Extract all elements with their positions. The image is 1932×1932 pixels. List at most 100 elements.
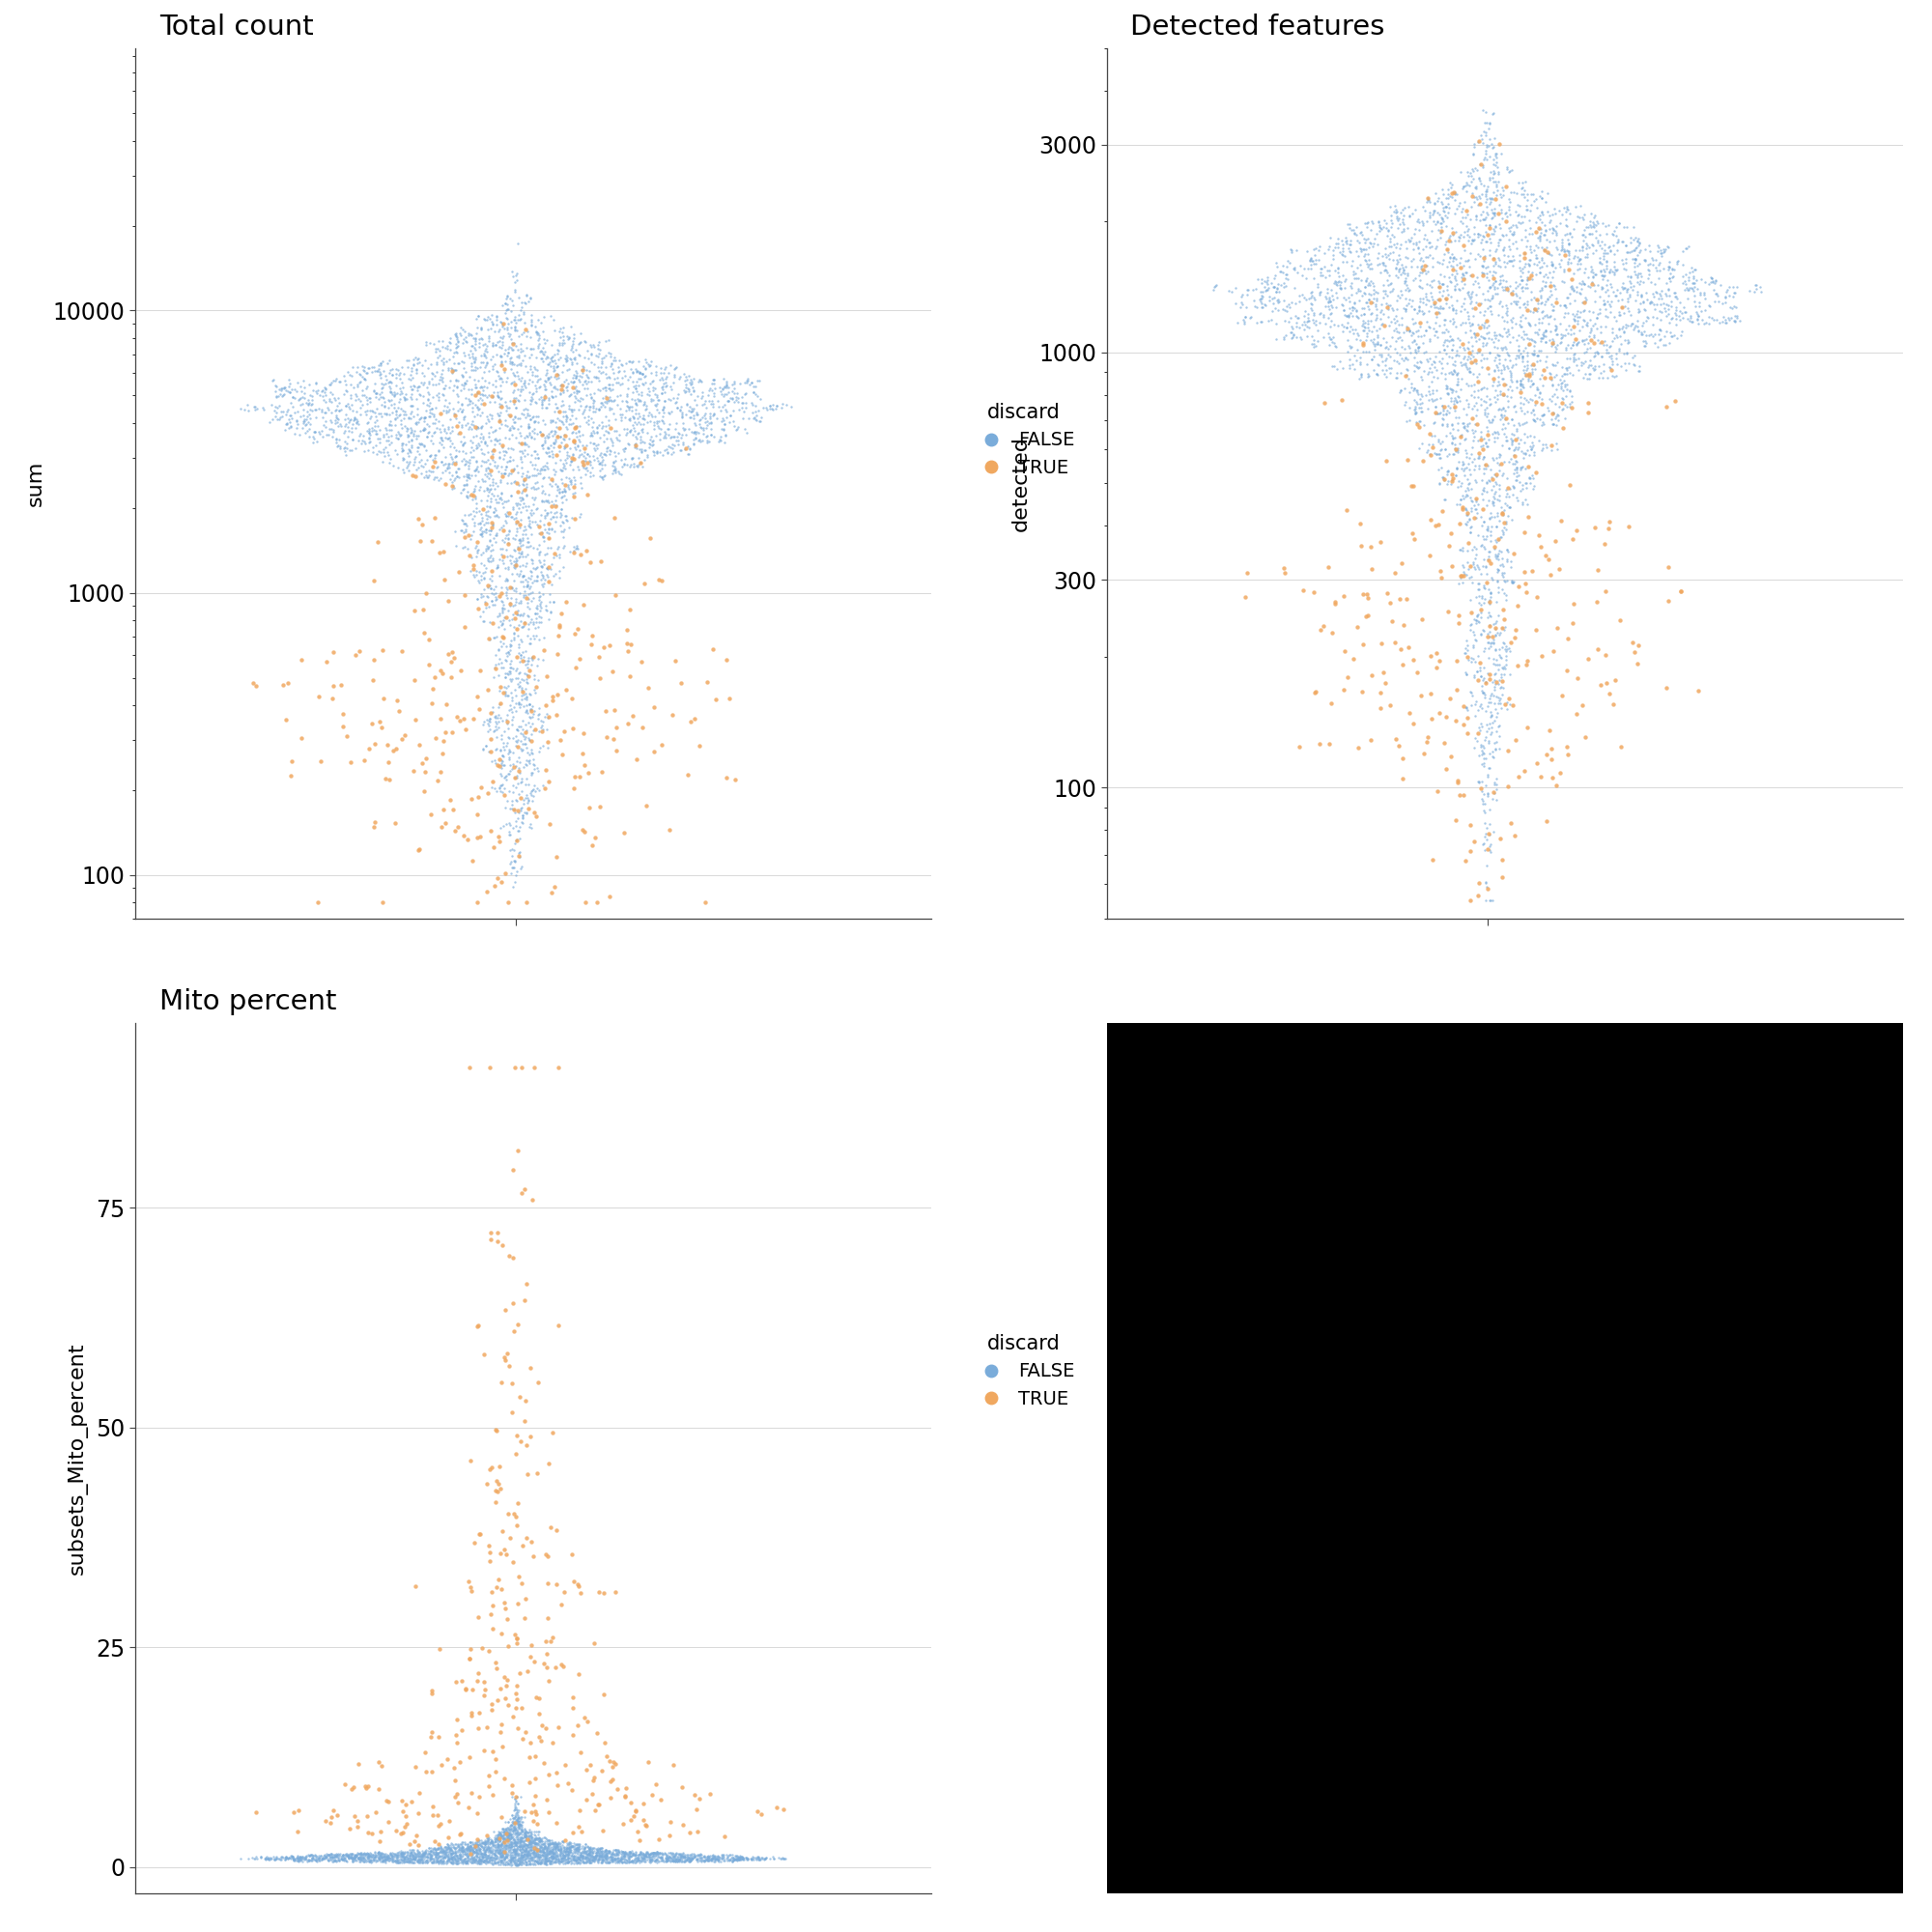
Point	[643, 1837, 674, 1868]
Point	[1551, 352, 1582, 383]
Point	[514, 624, 545, 655]
Point	[545, 369, 576, 400]
Point	[526, 1826, 556, 1857]
Point	[446, 444, 477, 475]
Point	[344, 1843, 375, 1874]
Point	[469, 533, 500, 564]
Point	[495, 1835, 526, 1866]
Point	[1337, 278, 1368, 309]
Point	[489, 1843, 520, 1874]
Point	[527, 471, 558, 502]
Point	[471, 444, 502, 475]
Point	[1370, 332, 1401, 363]
Point	[1389, 267, 1420, 298]
Point	[481, 734, 512, 765]
Point	[458, 1845, 489, 1876]
Point	[1476, 462, 1507, 493]
Point	[578, 392, 609, 423]
Point	[1524, 520, 1555, 551]
Point	[427, 1845, 458, 1876]
Point	[1464, 531, 1495, 562]
Point	[549, 423, 580, 454]
Point	[655, 1837, 686, 1868]
Point	[510, 1814, 541, 1845]
Point	[527, 522, 558, 553]
Point	[1461, 601, 1492, 632]
Point	[442, 1841, 473, 1872]
Point	[1372, 257, 1403, 288]
Point	[539, 1841, 570, 1872]
Point	[471, 570, 502, 601]
Point	[742, 400, 773, 431]
Point	[678, 415, 709, 446]
Point	[1464, 580, 1495, 611]
Point	[1389, 255, 1420, 286]
Point	[359, 1843, 390, 1874]
Point	[410, 1835, 440, 1866]
Point	[232, 390, 263, 421]
Point	[1675, 272, 1706, 303]
Point	[1528, 410, 1559, 440]
Point	[462, 1847, 493, 1878]
Point	[516, 388, 547, 419]
Point	[1538, 327, 1569, 357]
Point	[611, 1847, 641, 1878]
Point	[634, 1843, 665, 1874]
Point	[1482, 616, 1513, 647]
Point	[477, 469, 508, 500]
Point	[1430, 261, 1461, 292]
Point	[466, 1837, 497, 1868]
Point	[1565, 298, 1596, 328]
Point	[1474, 187, 1505, 218]
Point	[539, 361, 570, 392]
Point	[299, 1841, 330, 1872]
Point	[587, 462, 618, 493]
Point	[535, 1837, 566, 1868]
Point	[522, 1830, 553, 1861]
Point	[487, 311, 518, 342]
Point	[406, 379, 437, 410]
Point	[1406, 251, 1437, 282]
Point	[1391, 242, 1422, 272]
Point	[508, 469, 539, 500]
Point	[1509, 214, 1540, 245]
Point	[500, 1835, 531, 1866]
Point	[576, 1835, 607, 1866]
Point	[348, 361, 379, 392]
Point	[574, 1835, 605, 1866]
Point	[543, 554, 574, 585]
Point	[694, 1841, 724, 1872]
Point	[489, 734, 520, 765]
Point	[429, 332, 460, 363]
Point	[398, 1841, 429, 1872]
Point	[591, 402, 622, 433]
Point	[566, 1839, 597, 1870]
Point	[286, 1841, 317, 1872]
Point	[527, 578, 558, 609]
Point	[442, 1787, 473, 1818]
Point	[259, 1841, 290, 1872]
Point	[502, 1627, 533, 1658]
Point	[493, 1812, 524, 1843]
Point	[261, 392, 292, 423]
Point	[609, 355, 639, 386]
Point	[678, 363, 709, 394]
Point	[1350, 336, 1381, 367]
Point	[415, 1835, 446, 1866]
Point	[444, 705, 475, 736]
Point	[614, 1847, 645, 1878]
Point	[460, 1835, 491, 1866]
Point	[1542, 383, 1573, 413]
Point	[1463, 336, 1493, 367]
Point	[1339, 218, 1370, 249]
Point	[580, 433, 611, 464]
Point	[767, 388, 798, 419]
Point	[412, 462, 442, 493]
Point	[475, 1832, 506, 1862]
Point	[495, 736, 526, 767]
Point	[458, 549, 489, 580]
Point	[583, 410, 614, 440]
Point	[495, 1832, 526, 1862]
Point	[531, 1845, 562, 1876]
Point	[539, 315, 570, 346]
